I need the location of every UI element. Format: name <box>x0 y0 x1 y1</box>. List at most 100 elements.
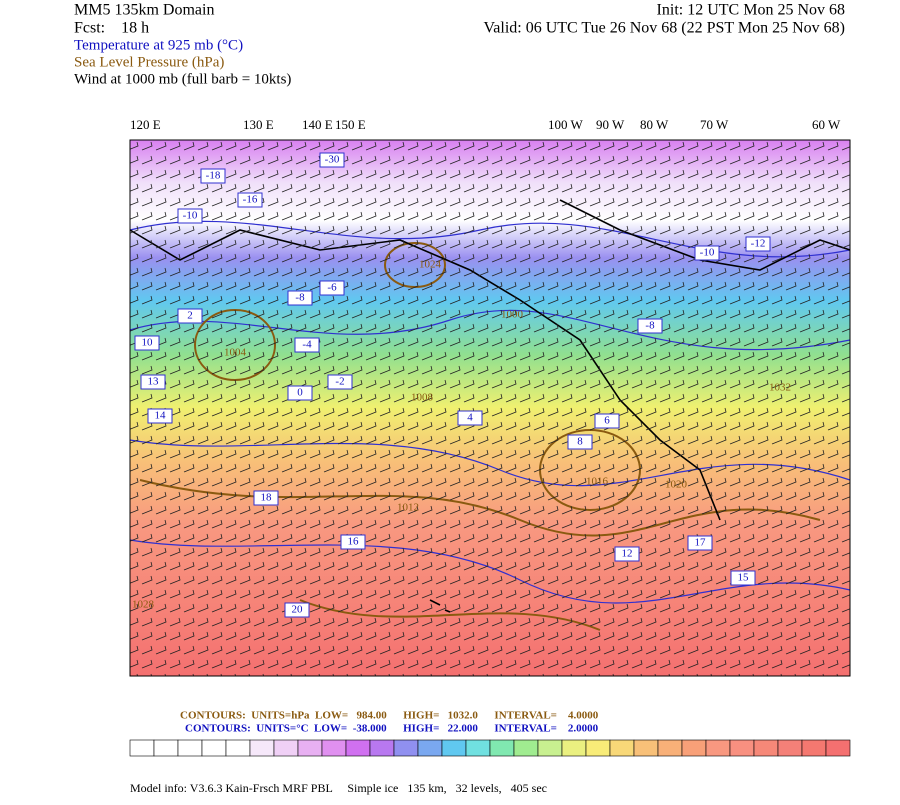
longitude-label: 140 E <box>302 117 333 132</box>
label-box <box>457 410 483 426</box>
label-box <box>614 546 640 562</box>
label-box <box>177 308 203 324</box>
colorbar-cell <box>297 739 323 757</box>
temperature-label: 12 <box>622 548 633 560</box>
label-box <box>567 434 593 450</box>
temperature-label: -2 <box>335 376 344 388</box>
label-box <box>237 192 263 208</box>
label-box <box>730 570 756 586</box>
temperature-label: -10 <box>700 247 715 259</box>
temperature-label: -30 <box>325 154 340 166</box>
colorbar-cell <box>273 739 299 757</box>
temperature-label: 4 <box>467 412 473 424</box>
colorbar-cell <box>705 739 731 757</box>
field-description: Temperature at 925 mb (°C) <box>74 37 243 53</box>
colorbar-cell <box>585 739 611 757</box>
label-box <box>287 385 313 401</box>
label-box <box>327 374 353 390</box>
longitude-label: 60 W <box>812 117 841 132</box>
colorbar-cell <box>609 739 635 757</box>
valid-time: Valid: 06 UTC Tue 26 Nov 68 (22 PST Mon … <box>483 20 845 37</box>
temperature-label: 15 <box>738 572 750 584</box>
pressure-label: 1016 <box>586 476 609 488</box>
colorbar-cell <box>537 739 563 757</box>
colorbar-cell <box>657 739 683 757</box>
label-box <box>319 152 345 168</box>
temperature-label: 16 <box>348 536 360 548</box>
colorbar-cell <box>393 739 419 757</box>
longitude-label: 120 E <box>130 117 161 132</box>
colorbar-cell <box>489 739 515 757</box>
temperature-label: 8 <box>577 436 583 448</box>
colorbar-cell <box>561 739 587 757</box>
colorbar-cell <box>201 739 227 757</box>
label-box <box>340 534 366 550</box>
colorbar-cell <box>129 739 155 757</box>
temperature-label: -4 <box>302 339 312 351</box>
label-box <box>147 408 173 424</box>
colorbar-cell <box>465 739 491 757</box>
pressure-label: 1012 <box>397 502 419 514</box>
pressure-label: 1028 <box>132 599 155 611</box>
temperature-label: -10 <box>183 210 198 222</box>
model-info: Model info: V3.6.3 Kain-Frsch MRF PBL Si… <box>130 781 547 795</box>
pressure-label: 1008 <box>411 392 434 404</box>
longitude-label: 150 E <box>335 117 366 132</box>
label-box <box>134 335 160 351</box>
label-box <box>200 168 226 184</box>
colorbar-cell <box>681 739 707 757</box>
pressure-label: 1032 <box>769 382 791 394</box>
pressure-label: 1020 <box>665 479 688 491</box>
longitude-label: 100 W <box>548 117 584 132</box>
wind-barbs <box>130 140 850 676</box>
longitude-label: 70 W <box>700 117 729 132</box>
temperature-label: 20 <box>292 604 304 616</box>
temperature-legend: CONTOURS: UNITS=°C LOW= -38.000 HIGH= 22… <box>185 723 599 735</box>
temperature-label: -8 <box>645 320 655 332</box>
temperature-label: 0 <box>297 387 303 399</box>
temperature-label: -18 <box>206 170 221 182</box>
label-box <box>253 490 279 506</box>
field-description: Sea Level Pressure (hPa) <box>74 54 224 70</box>
label-box <box>284 602 310 618</box>
label-box <box>637 318 663 334</box>
pressure-label: 1024 <box>419 259 442 271</box>
temperature-label: 14 <box>155 410 167 422</box>
colorbar-cell <box>729 739 755 757</box>
colorbar-cell <box>153 739 179 757</box>
temperature-label: -6 <box>327 282 337 294</box>
colorbar-cell <box>753 739 779 757</box>
colorbar-cell <box>777 739 803 757</box>
colorbar-cell <box>345 739 371 757</box>
longitude-label: 80 W <box>640 117 669 132</box>
label-box <box>687 535 713 551</box>
label-box <box>287 290 313 306</box>
field-description: Wind at 1000 mb (full barb = 10kts) <box>74 71 291 87</box>
longitude-label: 130 E <box>243 117 274 132</box>
colorbar-cell <box>225 739 251 757</box>
pressure-label: 1000 <box>501 309 524 321</box>
label-box <box>594 413 620 429</box>
colorbar-cell <box>321 739 347 757</box>
temperature-label: 13 <box>148 376 160 388</box>
label-box <box>294 337 320 353</box>
temperature-label: 2 <box>187 310 193 322</box>
label-box <box>745 236 771 252</box>
colorbar-cell <box>441 739 467 757</box>
temperature-label: 18 <box>261 492 273 504</box>
label-box <box>177 208 203 224</box>
colorbar-cell <box>417 739 443 757</box>
forecast-hour: Fcst: 18 h <box>74 20 149 37</box>
temperature-label: 10 <box>142 337 154 349</box>
colorbar-cell <box>513 739 539 757</box>
colorbar-cell <box>249 739 275 757</box>
init-time: Init: 12 UTC Mon 25 Nov 68 <box>657 2 845 19</box>
colorbar-cell <box>177 739 203 757</box>
temperature-label: -12 <box>751 238 766 250</box>
pressure-legend: CONTOURS: UNITS=hPa LOW= 984.00 HIGH= 10… <box>180 710 599 722</box>
temperature-label: -8 <box>295 292 305 304</box>
colorbar-cell <box>369 739 395 757</box>
temperature-label: -16 <box>243 194 258 206</box>
label-box <box>694 245 720 261</box>
